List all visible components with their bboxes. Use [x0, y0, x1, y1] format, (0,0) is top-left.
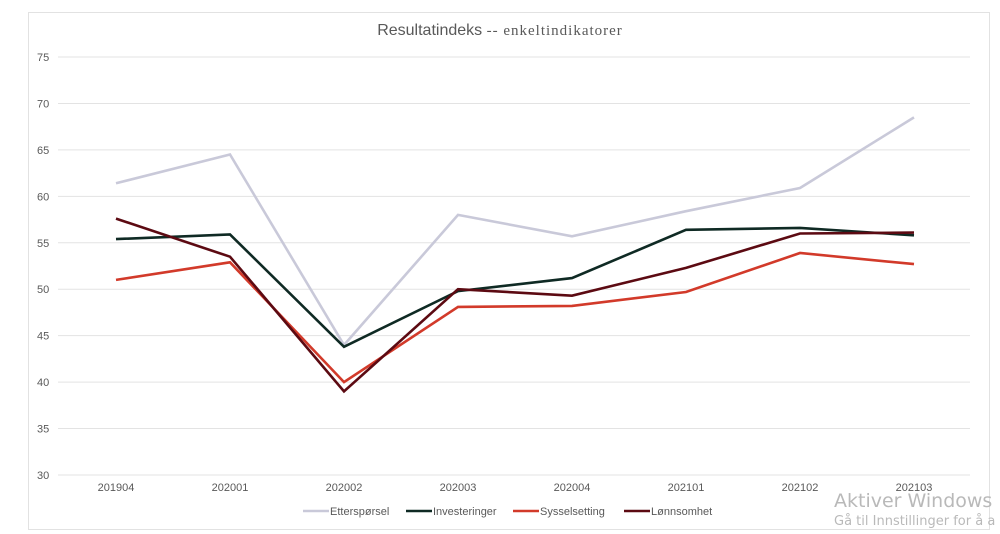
legend-label: Etterspørsel [330, 506, 389, 518]
legend-label: Investeringer [433, 506, 497, 518]
series-line [115, 116, 915, 348]
y-axis-labels: 30 35 40 45 50 55 60 65 70 75 [37, 52, 49, 482]
y-tick-label: 65 [37, 145, 49, 157]
watermark-line1: Aktiver Windows [834, 490, 993, 512]
legend-label: Lønnsomhet [651, 506, 712, 518]
x-tick-label: 202102 [782, 482, 819, 494]
x-tick-label: 202101 [668, 482, 705, 494]
gridlines [58, 56, 970, 476]
y-tick-label: 35 [37, 424, 49, 436]
y-tick-label: 30 [37, 470, 49, 482]
windows-activation-watermark: Aktiver Windows Gå til Innstillinger for… [834, 490, 995, 529]
x-tick-label: 202004 [554, 482, 591, 494]
x-tick-label: 202003 [440, 482, 477, 494]
y-tick-label: 60 [37, 191, 49, 203]
legend: Etterspørsel Investeringer Sysselsetting Lø… [303, 506, 712, 518]
chart-subtitle: -- enkeltindikatorer [486, 23, 623, 39]
series-line [115, 226, 915, 349]
y-tick-label: 55 [37, 238, 49, 250]
x-tick-label: 202002 [326, 482, 363, 494]
x-tick-label: 201904 [98, 482, 135, 494]
series-line [115, 217, 915, 394]
y-tick-label: 45 [37, 331, 49, 343]
y-tick-label: 40 [37, 377, 49, 389]
chart-title: Resultatindeks -- enkeltindikatorer [0, 22, 1000, 40]
series-lines [115, 116, 915, 394]
chart-title-main: Resultatindeks [377, 22, 483, 39]
x-tick-label: 202001 [212, 482, 249, 494]
x-tick-label: 202103 [896, 482, 933, 494]
y-tick-label: 50 [37, 284, 49, 296]
chart-frame [28, 12, 990, 530]
legend-label: Sysselsetting [540, 506, 605, 518]
watermark-line2: Gå til Innstillinger for å a [834, 514, 996, 529]
y-tick-label: 75 [37, 52, 49, 64]
y-tick-label: 70 [37, 98, 49, 110]
series-line [115, 251, 915, 384]
x-axis-labels: 201904 202001 202002 202003 202004 202101 2021… [98, 482, 933, 494]
